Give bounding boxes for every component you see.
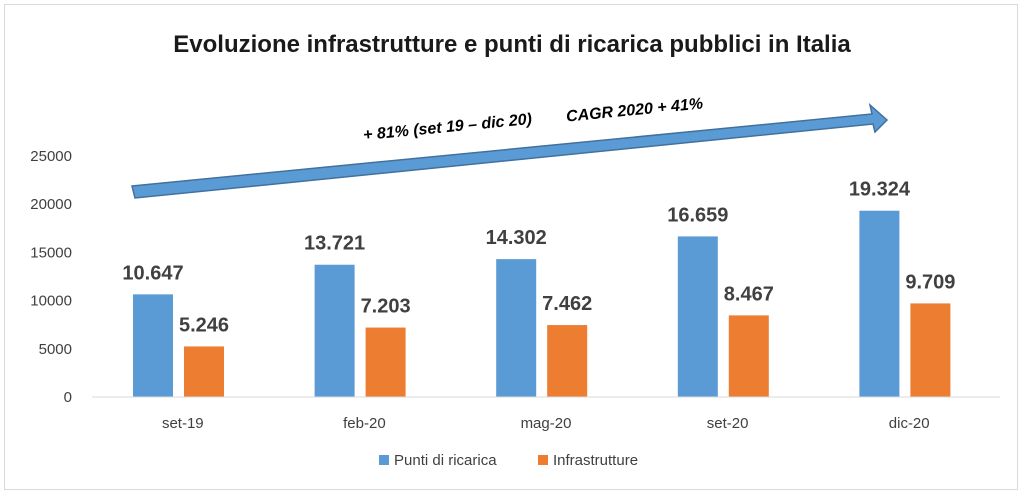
data-label: 7.462 [542,293,592,315]
bar-infrastrutture [184,346,224,397]
bar-infrastrutture [547,325,588,397]
x-tick-label: set-19 [162,415,204,432]
data-label: 10.647 [122,262,183,284]
x-tick-label: feb-20 [343,415,386,432]
legend-label: Punti di ricarica [394,452,497,469]
y-tick-label: 0 [64,389,72,406]
bar-infrastrutture [728,315,769,397]
legend-label: Infrastrutture [553,452,638,469]
legend-swatch [538,455,548,465]
y-tick-label: 10000 [30,293,72,310]
cagr-annotation: CAGR 2020 + 41% [565,95,703,125]
bar-infrastrutture [910,303,951,397]
data-label: 14.302 [486,227,547,249]
data-label: 5.246 [179,314,229,336]
data-label: 19.324 [849,179,911,201]
y-axis: 0 5000 10000 15000 20000 25000 [30,148,72,406]
data-label: 7.203 [361,296,411,318]
x-tick-label: set-20 [707,415,749,432]
y-tick-label: 20000 [30,196,72,213]
data-label: 13.721 [304,233,365,255]
chart-title: Evoluzione infrastrutture e punti di ric… [173,31,851,58]
bar-infrastrutture [365,327,406,397]
y-tick-label: 15000 [30,244,72,261]
data-label: 8.467 [724,283,774,305]
trend-arrow [131,102,889,199]
legend-swatch [379,455,389,465]
bar-punti-di-ricarica [133,294,173,397]
bar-punti-di-ricarica [677,236,718,397]
bar-punti-di-ricarica [496,259,537,397]
y-tick-label: 25000 [30,148,72,165]
bar-punti-di-ricarica [314,264,355,397]
x-tick-label: mag-20 [521,415,572,432]
data-label: 9.709 [905,271,955,293]
y-tick-label: 5000 [39,341,72,358]
x-axis: set-19 feb-20 mag-20 set-20 dic-20 [92,396,1000,432]
bar-punti-di-ricarica [859,210,900,397]
x-tick-label: dic-20 [889,415,930,432]
growth-annotation: + 81% (set 19 – dic 20) [362,111,532,144]
bars: 10.647 5.246 13.721 7.203 14.302 7.462 16.659 8… [122,179,955,397]
data-label: 16.659 [667,204,728,226]
chart-frame [4,4,1018,490]
legend: Punti di ricarica Infrastrutture [379,452,638,469]
